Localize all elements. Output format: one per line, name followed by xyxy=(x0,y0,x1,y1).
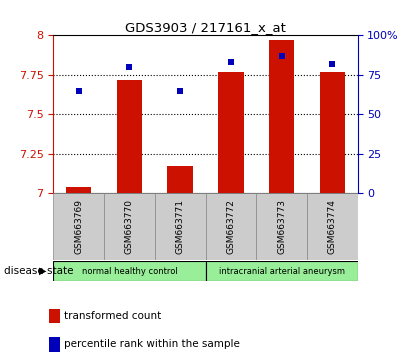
Bar xyxy=(206,261,358,281)
Bar xyxy=(319,72,345,193)
Text: GSM663771: GSM663771 xyxy=(175,199,185,254)
Text: GSM663770: GSM663770 xyxy=(125,199,134,254)
Bar xyxy=(256,193,307,260)
Bar xyxy=(307,193,358,260)
Point xyxy=(126,64,133,70)
Text: GSM663772: GSM663772 xyxy=(226,199,236,254)
Point xyxy=(329,61,335,67)
Point xyxy=(177,88,183,93)
Bar xyxy=(206,193,256,260)
Point xyxy=(228,59,234,65)
Bar xyxy=(104,193,155,260)
Bar xyxy=(155,193,206,260)
Text: ▶: ▶ xyxy=(39,266,47,276)
Title: GDS3903 / 217161_x_at: GDS3903 / 217161_x_at xyxy=(125,21,286,34)
Text: GSM663773: GSM663773 xyxy=(277,199,286,254)
Bar xyxy=(117,80,142,193)
Text: percentile rank within the sample: percentile rank within the sample xyxy=(64,339,240,349)
Bar xyxy=(218,72,243,193)
Bar xyxy=(168,166,193,193)
Text: transformed count: transformed count xyxy=(64,311,161,321)
Text: GSM663774: GSM663774 xyxy=(328,199,337,254)
Text: disease state: disease state xyxy=(4,266,74,276)
Bar xyxy=(269,40,294,193)
Text: normal healthy control: normal healthy control xyxy=(82,267,177,276)
Point xyxy=(76,88,82,93)
Bar xyxy=(53,261,206,281)
Text: intracranial arterial aneurysm: intracranial arterial aneurysm xyxy=(219,267,344,276)
Point xyxy=(278,53,285,59)
Bar xyxy=(53,193,104,260)
Text: GSM663769: GSM663769 xyxy=(74,199,83,254)
Bar xyxy=(66,187,91,193)
